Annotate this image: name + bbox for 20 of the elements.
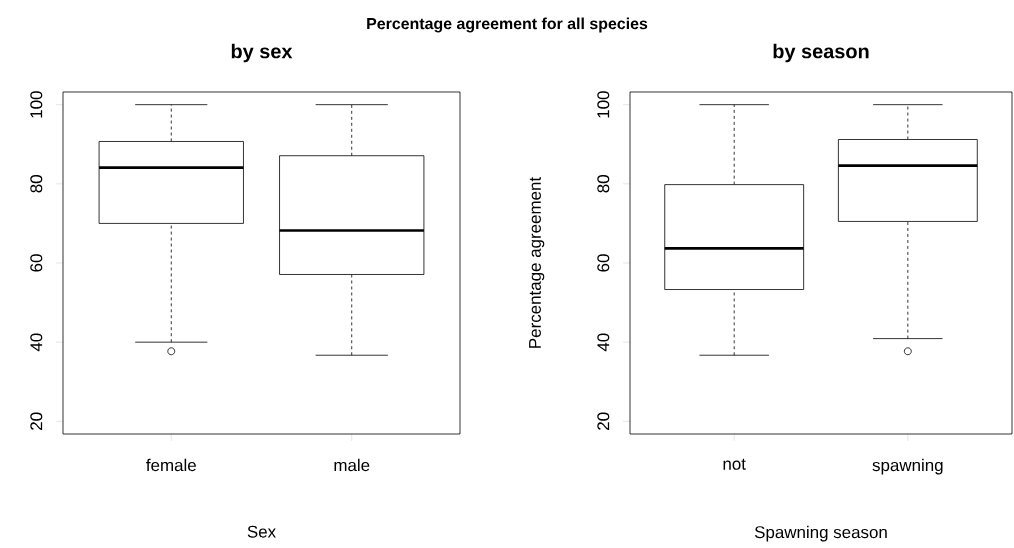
y-tick-label: 100	[597, 91, 610, 118]
y-tick-label: 100	[30, 91, 43, 118]
y-tick-label: 40	[597, 333, 610, 352]
x-tick-label: female	[146, 458, 196, 472]
y-tick-label: 20	[30, 412, 43, 430]
y-tick-label: 40	[30, 333, 43, 352]
y-tick-label: 80	[597, 175, 610, 193]
x-tick-label: not	[723, 458, 746, 470]
y-tick-label: 60	[597, 254, 610, 272]
x-tick-label: male	[334, 458, 370, 472]
x-axis-title: Spawning season	[754, 525, 887, 542]
chart-title: by season	[773, 43, 869, 63]
x-tick-label: spawning	[872, 458, 943, 475]
y-tick-label: 20	[597, 412, 610, 430]
chart-title: by sex	[231, 43, 293, 63]
y-tick-label: 80	[30, 175, 43, 193]
y-axis-title: Percentage agreement	[529, 177, 545, 348]
x-axis-title: Sex	[247, 525, 276, 538]
text: Percentage agreement for all species	[367, 17, 648, 33]
y-tick-label: 60	[30, 254, 43, 272]
